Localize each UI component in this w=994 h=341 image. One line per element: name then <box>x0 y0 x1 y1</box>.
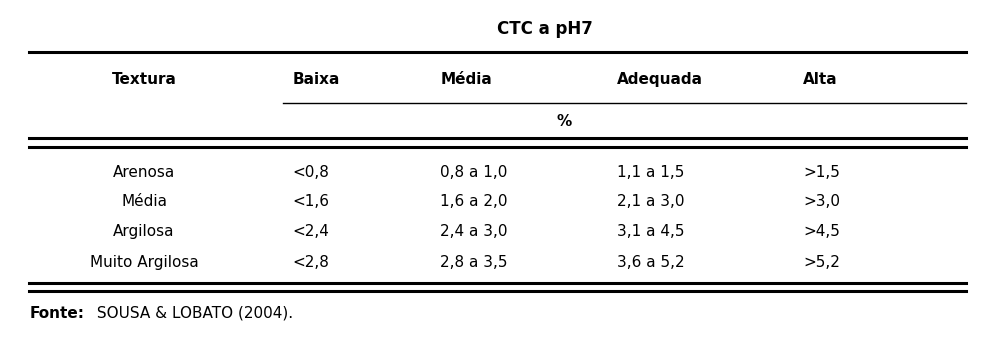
Text: Baixa: Baixa <box>292 72 339 87</box>
Text: <0,8: <0,8 <box>292 165 329 180</box>
Text: %: % <box>557 114 572 129</box>
Text: Alta: Alta <box>802 72 837 87</box>
Text: >1,5: >1,5 <box>802 165 839 180</box>
Text: Textura: Textura <box>111 72 176 87</box>
Text: <1,6: <1,6 <box>292 194 329 209</box>
Text: <2,8: <2,8 <box>292 255 329 270</box>
Text: Média: Média <box>439 72 491 87</box>
Text: Média: Média <box>121 194 167 209</box>
Text: 3,1 a 4,5: 3,1 a 4,5 <box>616 224 684 239</box>
Text: Arenosa: Arenosa <box>113 165 175 180</box>
Text: 1,6 a 2,0: 1,6 a 2,0 <box>439 194 507 209</box>
Text: CTC a pH7: CTC a pH7 <box>497 20 592 38</box>
Text: Muito Argilosa: Muito Argilosa <box>89 255 198 270</box>
Text: >4,5: >4,5 <box>802 224 839 239</box>
Text: Adequada: Adequada <box>616 72 702 87</box>
Text: 2,1 a 3,0: 2,1 a 3,0 <box>616 194 684 209</box>
Text: >3,0: >3,0 <box>802 194 839 209</box>
Text: >5,2: >5,2 <box>802 255 839 270</box>
Text: 3,6 a 5,2: 3,6 a 5,2 <box>616 255 684 270</box>
Text: 0,8 a 1,0: 0,8 a 1,0 <box>439 165 507 180</box>
Text: Argilosa: Argilosa <box>113 224 175 239</box>
Text: <2,4: <2,4 <box>292 224 329 239</box>
Text: 1,1 a 1,5: 1,1 a 1,5 <box>616 165 684 180</box>
Text: Fonte:: Fonte: <box>30 306 84 321</box>
Text: 2,4 a 3,0: 2,4 a 3,0 <box>439 224 507 239</box>
Text: SOUSA & LOBATO (2004).: SOUSA & LOBATO (2004). <box>91 306 292 321</box>
Text: 2,8 a 3,5: 2,8 a 3,5 <box>439 255 507 270</box>
